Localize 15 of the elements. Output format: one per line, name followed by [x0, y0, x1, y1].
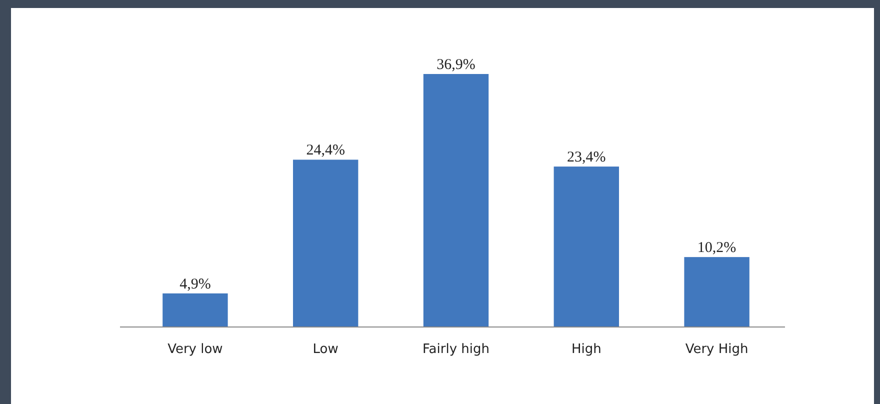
- x-tick-label: Very High: [685, 342, 748, 357]
- data-label: 24,4%: [306, 142, 345, 159]
- x-tick-label: Fairly high: [422, 342, 490, 357]
- bar: [293, 160, 358, 327]
- bar: [554, 166, 619, 327]
- data-label: 23,4%: [567, 150, 606, 166]
- data-label: 10,2%: [697, 240, 736, 256]
- data-label: 36,9%: [436, 57, 476, 73]
- bar: [423, 74, 489, 327]
- x-tick-label: Very low: [168, 342, 224, 357]
- bar: [162, 293, 228, 327]
- bar: [684, 257, 750, 327]
- x-tick-label: Low: [312, 342, 339, 357]
- x-tick-label: High: [571, 342, 602, 357]
- data-label: 4,9%: [180, 276, 211, 292]
